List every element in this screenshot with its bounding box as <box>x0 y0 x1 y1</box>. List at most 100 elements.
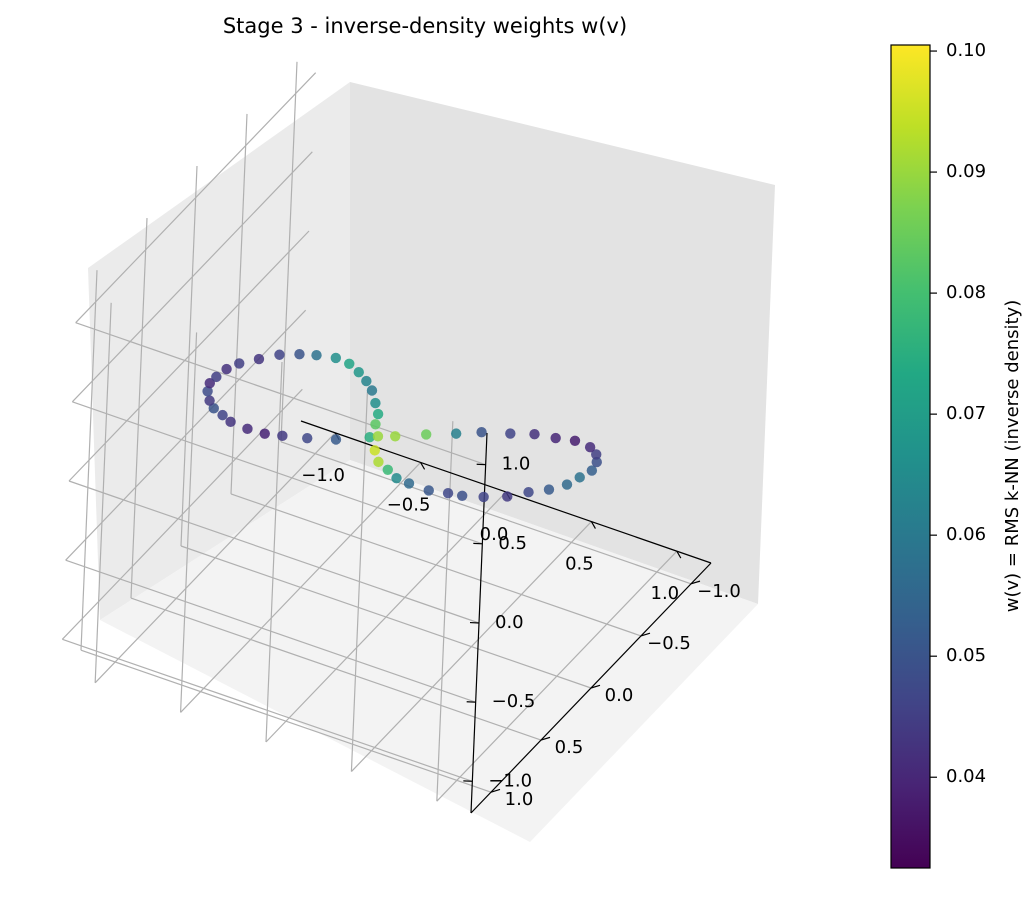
data-point <box>242 423 253 435</box>
data-point <box>423 485 434 496</box>
data-point <box>478 491 489 503</box>
colorbar-tick-label: 0.04 <box>946 766 986 787</box>
data-point <box>476 426 487 438</box>
x-axis-tick-mark <box>676 550 682 559</box>
data-point <box>225 416 236 428</box>
data-point <box>382 464 393 475</box>
back-gridline-z <box>65 559 476 703</box>
data-point <box>277 430 288 442</box>
data-point <box>361 375 372 387</box>
data-point <box>259 428 270 439</box>
data-point <box>591 449 602 460</box>
data-point <box>234 358 245 369</box>
colorbar: 0.04 0.05 0.06 0.07 0.08 0.09 0.10 w(v) = RMS … <box>890 40 1023 869</box>
x-axis-tick-mark <box>590 521 596 529</box>
data-point <box>391 472 402 484</box>
floor-pane <box>100 460 758 842</box>
data-point <box>450 428 462 439</box>
data-point <box>330 434 342 445</box>
z-axis-tick-label: −0.5 <box>492 691 536 712</box>
y-axis-tick-label: 0.5 <box>555 737 584 758</box>
data-point <box>370 397 381 409</box>
floor-gridline-y <box>180 545 592 689</box>
data-point <box>372 408 384 420</box>
floor-gridline-y <box>130 597 542 741</box>
data-point <box>344 358 355 369</box>
data-point <box>502 491 513 502</box>
x-axis-tick-label: −1.0 <box>301 465 345 486</box>
data-point <box>543 484 555 495</box>
y-axis-tick-mark <box>540 736 551 741</box>
colorbar-tick-label: 0.10 <box>946 40 986 61</box>
data-point <box>353 366 364 378</box>
back-gridline-z <box>62 638 473 782</box>
data-point <box>369 445 380 456</box>
colorbar-ticks: 0.04 0.05 0.06 0.07 0.08 0.09 0.10 <box>930 40 986 787</box>
data-point <box>569 435 581 446</box>
data-point <box>523 487 534 498</box>
data-point <box>586 465 598 476</box>
x-axis-tick-label: 1.0 <box>651 583 680 604</box>
data-point <box>204 395 215 406</box>
colorbar-tick-label: 0.09 <box>946 161 986 182</box>
back-wall-right-pane <box>350 82 775 604</box>
data-point <box>442 488 454 499</box>
data-point <box>330 352 342 364</box>
data-point <box>505 428 516 439</box>
data-point <box>373 456 384 468</box>
z-axis-tick-label: 0.0 <box>495 612 524 633</box>
data-point <box>390 431 401 442</box>
data-point <box>366 385 378 396</box>
y-axis-tick-mark <box>640 632 651 637</box>
floor-gridline-y <box>280 441 692 585</box>
z-axis-tick-label: −1.0 <box>488 770 532 791</box>
back-gridline-z <box>75 322 486 466</box>
y-axis-tick-mark <box>690 580 701 585</box>
side-gridline-z <box>71 151 313 403</box>
data-point <box>364 432 375 443</box>
x-axis-tick-label: 0.0 <box>480 524 509 545</box>
colorbar-gradient <box>890 44 931 869</box>
side-gridline-z <box>75 72 317 324</box>
x-axis-tick-label: 0.5 <box>565 554 594 575</box>
side-gridline-z <box>68 230 310 482</box>
data-point <box>302 432 313 444</box>
y-axis-tick-label: −0.5 <box>647 633 691 654</box>
side-gridline-z <box>65 309 307 561</box>
data-point <box>591 456 602 468</box>
data-point <box>211 371 222 383</box>
floor-gridline-y <box>80 649 492 793</box>
data-point <box>584 442 596 453</box>
colorbar-tick-label: 0.08 <box>946 282 986 303</box>
y-axis-tick-label: 0.0 <box>605 685 634 706</box>
data-point <box>274 349 285 360</box>
x-axis-tick-mark <box>420 462 426 470</box>
data-point <box>202 386 213 397</box>
y-axis-tick-mark <box>590 684 601 689</box>
x-axis-tick-label: −0.5 <box>387 494 431 515</box>
axis-tick-labels: −1.0−0.50.00.51.0 −1.0−0.50.00.51.0−1.0−0… <box>301 454 741 811</box>
data-point <box>421 429 432 440</box>
back-gridline-z <box>72 401 483 545</box>
data-point <box>403 478 415 489</box>
data-point <box>372 431 384 442</box>
colorbar-tick-label: 0.07 <box>946 403 986 424</box>
data-point <box>574 472 585 483</box>
colorbar-tick-label: 0.05 <box>946 645 986 666</box>
data-point <box>370 419 381 430</box>
scatter-points <box>202 349 602 503</box>
floor-gridline-y <box>230 493 642 637</box>
chart-title: Stage 3 - inverse-density weights w(v) <box>223 14 627 38</box>
data-point <box>208 403 219 414</box>
data-point <box>456 490 468 501</box>
back-gridline-z <box>68 480 480 624</box>
data-point <box>204 378 215 389</box>
data-point <box>294 349 305 360</box>
data-point <box>561 479 573 490</box>
y-axis-tick-label: 1.0 <box>505 789 534 810</box>
y-axis-tick-mark <box>490 788 501 793</box>
z-axis-tick-label: 0.5 <box>498 533 527 554</box>
data-point <box>221 363 232 375</box>
data-point <box>253 353 265 365</box>
